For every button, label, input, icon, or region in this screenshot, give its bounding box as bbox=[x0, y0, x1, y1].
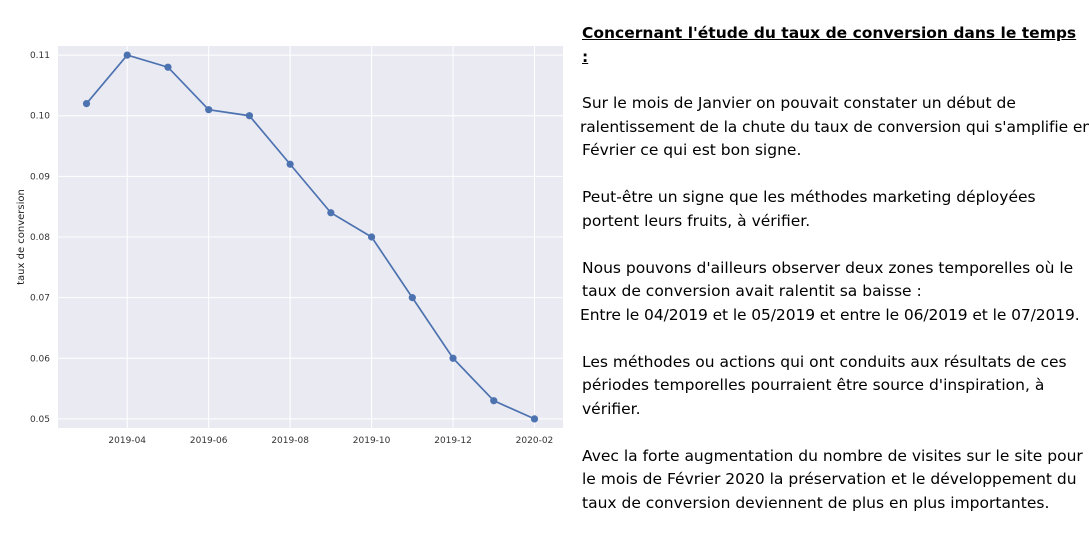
paragraph-line: le mois de Février 2020 la préservation … bbox=[582, 470, 1077, 488]
paragraph-line: Avec la forte augmentation du nombre de … bbox=[582, 446, 1083, 465]
data-point bbox=[286, 160, 294, 168]
paragraph-zones: Nous pouvons d'ailleurs observer deux zo… bbox=[580, 257, 1087, 328]
data-point bbox=[530, 415, 539, 423]
data-point bbox=[164, 63, 172, 71]
data-point bbox=[449, 354, 457, 362]
paragraph-line: taux de conversion deviennent de plus en… bbox=[582, 493, 1050, 512]
x-tick-label: 2019-12 bbox=[434, 436, 472, 446]
text-panel: Concernant l'étude du taux de conversion… bbox=[580, 22, 1089, 539]
data-point bbox=[245, 112, 254, 120]
y-tick-label: 0.10 bbox=[30, 112, 50, 122]
y-tick-label: 0.06 bbox=[30, 354, 50, 364]
paragraph-visits: Avec la forte augmentation du nombre de … bbox=[582, 445, 1087, 516]
paragraph-line: Février ce qui est bon signe. bbox=[582, 141, 802, 159]
y-tick-label: 0.07 bbox=[30, 294, 50, 304]
x-tick-label: 2019-04 bbox=[108, 436, 146, 446]
series-line bbox=[85, 54, 535, 420]
data-points bbox=[82, 51, 539, 423]
paragraph-line: Sur le mois de Janvier on pouvait consta… bbox=[582, 94, 1016, 112]
paragraph-methods: Les méthodes ou actions qui ont conduits… bbox=[582, 351, 1087, 422]
data-point bbox=[82, 100, 91, 108]
y-tick-label: 0.09 bbox=[30, 172, 50, 182]
data-point bbox=[327, 209, 335, 217]
data-point bbox=[367, 233, 376, 241]
data-point bbox=[123, 51, 131, 59]
paragraph-line: portent leurs fruits, à vérifier. bbox=[582, 211, 811, 230]
paragraph-line: périodes temporelles pourraient être sou… bbox=[582, 376, 1045, 394]
y-axis-label: taux de conversion bbox=[16, 189, 27, 285]
data-point bbox=[408, 294, 416, 302]
data-point bbox=[490, 397, 498, 405]
paragraph-line: Nous pouvons d'ailleurs observer deux zo… bbox=[582, 258, 1074, 277]
y-tick-label: 0.05 bbox=[30, 415, 50, 425]
data-point bbox=[205, 106, 213, 114]
x-tick-label: 2020-02 bbox=[516, 436, 554, 446]
paragraph-line: Peut-être un signe que les méthodes mark… bbox=[582, 188, 1036, 206]
paragraph-line: taux de conversion avait ralentit sa bai… bbox=[582, 282, 922, 300]
paragraph-line: Entre le 04/2019 et le 05/2019 et entre … bbox=[580, 305, 1080, 324]
paragraph-january: Sur le mois de Janvier on pouvait consta… bbox=[580, 92, 1089, 163]
x-tick-label: 2019-06 bbox=[190, 436, 228, 446]
y-tick-label: 0.08 bbox=[30, 233, 50, 243]
paragraph-line: vérifier. bbox=[582, 399, 641, 418]
conversion-rate-chart: 0.05 0.06 0.07 0.08 0.09 0.10 0.11 2019-04 2019-… bbox=[0, 0, 575, 501]
chart-svg: 0.05 0.06 0.07 0.08 0.09 0.10 0.11 2019-04 2019-… bbox=[16, 46, 563, 446]
paragraph-marketing: Peut-être un signe que les méthodes mark… bbox=[582, 186, 1087, 233]
x-tick-label: 2019-08 bbox=[271, 436, 309, 446]
x-tick-label: 2019-10 bbox=[353, 436, 391, 446]
tick-labels: 0.05 0.06 0.07 0.08 0.09 0.10 0.11 2019-04 2019-… bbox=[30, 51, 553, 446]
paragraph-line: Les méthodes ou actions qui ont conduits… bbox=[582, 352, 1067, 371]
y-tick-label: 0.11 bbox=[30, 51, 50, 61]
paragraph-line: ralentissement de la chute du taux de co… bbox=[580, 117, 1089, 136]
text-heading: Concernant l'étude du taux de conversion… bbox=[582, 24, 1077, 66]
